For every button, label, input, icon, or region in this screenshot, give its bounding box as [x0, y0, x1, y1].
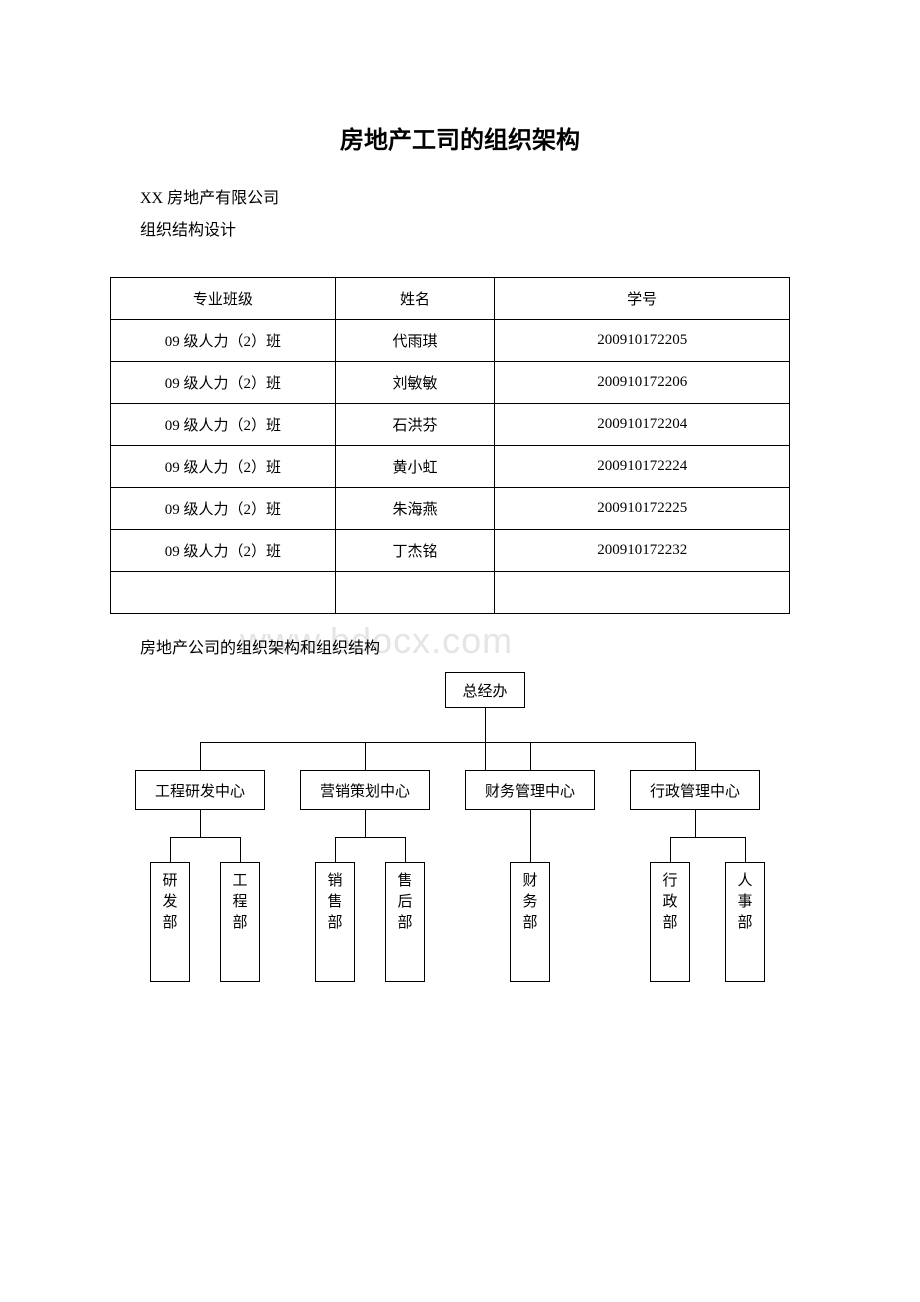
header-class: 专业班级 [111, 278, 336, 320]
org-node-leaf: 行政部 [650, 862, 690, 982]
cell-class: 09 级人力（2）班 [111, 404, 336, 446]
connector-line [405, 837, 406, 862]
section-label: www.bdocx.com 房地产公司的组织架构和组织结构 [140, 634, 810, 658]
table-row: 09 级人力（2）班 丁杰铭 200910172232 [111, 530, 790, 572]
cell-name: 丁杰铭 [335, 530, 495, 572]
org-node-leaf: 销售部 [315, 862, 355, 982]
cell-id: 200910172206 [495, 362, 790, 404]
table-row: 09 级人力（2）班 代雨琪 200910172205 [111, 320, 790, 362]
org-node-leaf: 工程部 [220, 862, 260, 982]
connector-line [170, 837, 240, 838]
org-node-leaf: 售后部 [385, 862, 425, 982]
page-title: 房地产工司的组织架构 [110, 120, 810, 155]
connector-line [365, 742, 366, 770]
student-table: 专业班级 姓名 学号 09 级人力（2）班 代雨琪 200910172205 0… [110, 277, 790, 614]
cell-name: 刘敏敏 [335, 362, 495, 404]
connector-line [335, 837, 405, 838]
cell-id: 200910172232 [495, 530, 790, 572]
connector-line [200, 810, 201, 837]
cell-class: 09 级人力（2）班 [111, 320, 336, 362]
org-node-leaf: 财务部 [510, 862, 550, 982]
cell-id: 200910172205 [495, 320, 790, 362]
cell-id: 200910172225 [495, 488, 790, 530]
connector-line [200, 742, 695, 743]
table-header-row: 专业班级 姓名 学号 [111, 278, 790, 320]
org-node-top: 总经办 [445, 672, 525, 708]
connector-line [485, 708, 486, 770]
org-node-leaf: 研发部 [150, 862, 190, 982]
cell-class: 09 级人力（2）班 [111, 488, 336, 530]
header-name: 姓名 [335, 278, 495, 320]
connector-line [745, 837, 746, 862]
table-row-empty [111, 572, 790, 614]
company-name: XX 房地产有限公司 [140, 183, 810, 215]
table-row: 09 级人力（2）班 黄小虹 200910172224 [111, 446, 790, 488]
org-node-center: 行政管理中心 [630, 770, 760, 810]
connector-line [365, 810, 366, 837]
cell-empty [495, 572, 790, 614]
doc-subtitle: 组织结构设计 [140, 215, 810, 247]
connector-line [200, 742, 201, 770]
cell-name: 朱海燕 [335, 488, 495, 530]
connector-line [530, 810, 531, 862]
connector-line [695, 810, 696, 837]
cell-id: 200910172204 [495, 404, 790, 446]
connector-line [240, 837, 241, 862]
connector-line [335, 837, 336, 862]
org-node-center: 财务管理中心 [465, 770, 595, 810]
connector-line [670, 837, 745, 838]
section-label-text: 房地产公司的组织架构和组织结构 [140, 640, 380, 657]
connector-line [670, 837, 671, 862]
org-node-center: 营销策划中心 [300, 770, 430, 810]
cell-id: 200910172224 [495, 446, 790, 488]
cell-empty [111, 572, 336, 614]
connector-line [695, 742, 696, 770]
cell-name: 黄小虹 [335, 446, 495, 488]
org-chart: 总经办工程研发中心营销策划中心财务管理中心行政管理中心研发部工程部 销售部售后部 财… [105, 672, 805, 1002]
table-row: 09 级人力（2）班 刘敏敏 200910172206 [111, 362, 790, 404]
header-id: 学号 [495, 278, 790, 320]
table-row: 09 级人力（2）班 朱海燕 200910172225 [111, 488, 790, 530]
cell-empty [335, 572, 495, 614]
connector-line [530, 742, 531, 770]
cell-class: 09 级人力（2）班 [111, 530, 336, 572]
cell-name: 代雨琪 [335, 320, 495, 362]
cell-name: 石洪芬 [335, 404, 495, 446]
cell-class: 09 级人力（2）班 [111, 446, 336, 488]
cell-class: 09 级人力（2）班 [111, 362, 336, 404]
connector-line [170, 837, 171, 862]
org-node-leaf: 人事部 [725, 862, 765, 982]
table-row: 09 级人力（2）班 石洪芬 200910172204 [111, 404, 790, 446]
org-node-center: 工程研发中心 [135, 770, 265, 810]
